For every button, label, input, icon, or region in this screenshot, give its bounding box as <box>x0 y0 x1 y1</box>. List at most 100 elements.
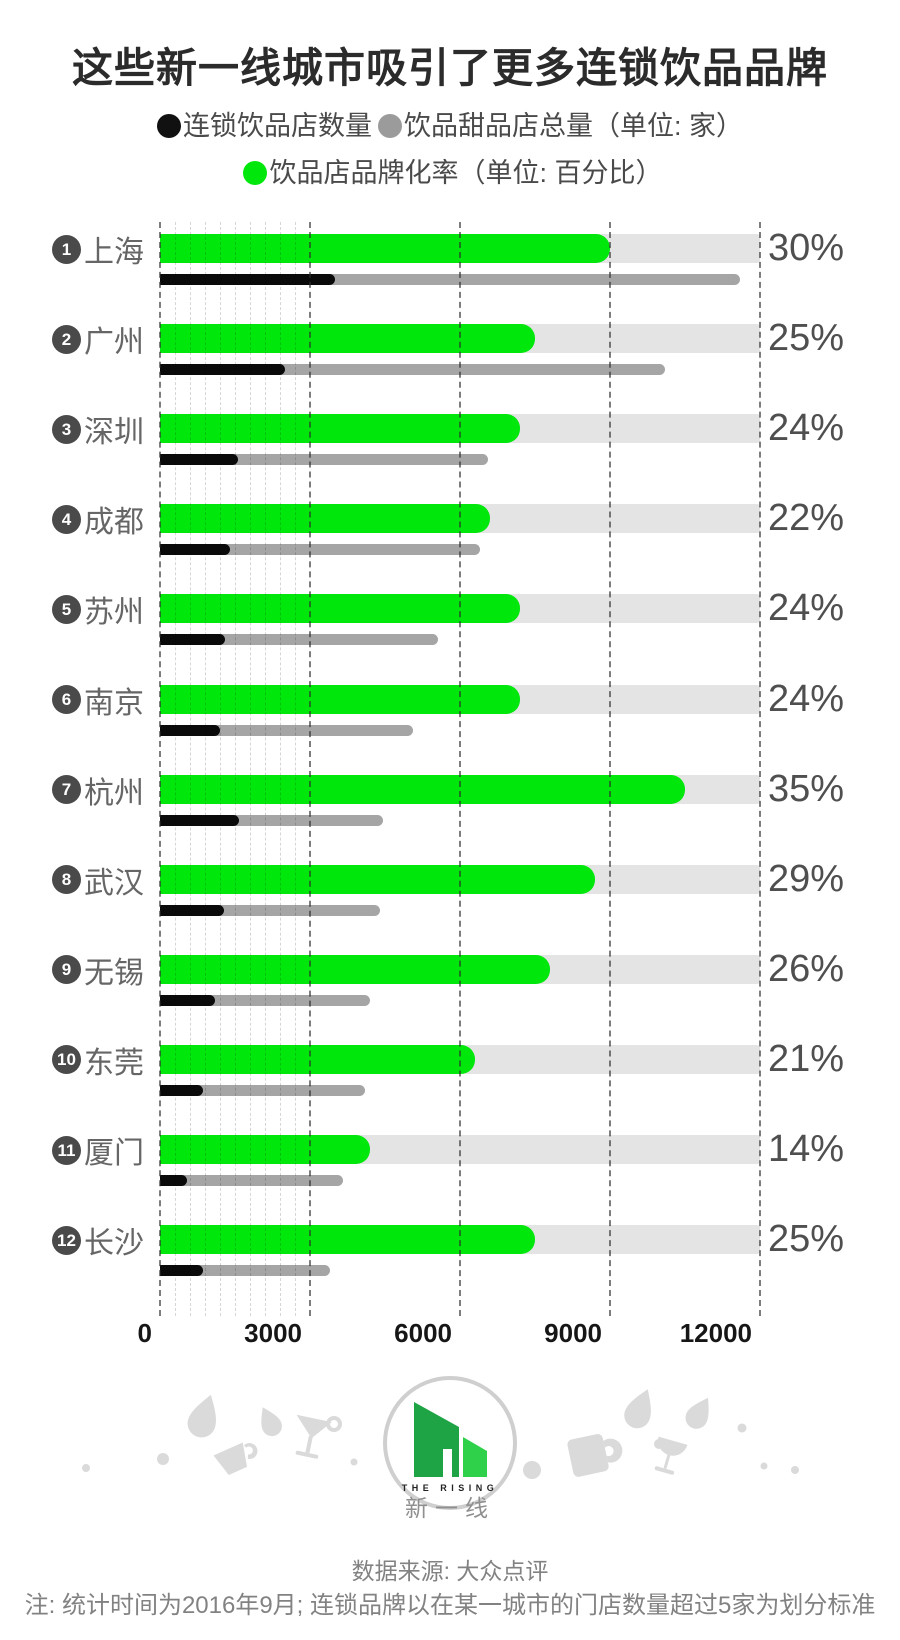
black-series-dot-icon <box>156 114 181 138</box>
data-source-text: 数据来源: 大众点评 <box>351 1558 549 1584</box>
city-label: 上海 <box>84 236 144 269</box>
brand-rate-track <box>160 774 760 804</box>
row-label: 4 成都 <box>0 499 150 539</box>
city-label: 成都 <box>84 506 144 540</box>
x-tick-label: 0 <box>137 1318 152 1348</box>
gray-series-dot-icon <box>377 114 402 138</box>
brand-rate-track <box>160 684 760 714</box>
brand-rate-value: 24% <box>768 677 845 720</box>
x-tick-label: 6000 <box>394 1318 452 1348</box>
chart-row: 7 杭州 35% <box>0 769 900 831</box>
logo-zh-text: 新一线 <box>405 1495 495 1521</box>
legend-row-2: 饮品店品牌化率（单位: 百分比） <box>0 151 900 190</box>
rank-badge: 4 <box>52 504 81 534</box>
legend-label-rate: 饮品店品牌化率（单位: 百分比） <box>269 158 663 188</box>
page-title: 这些新一线城市吸引了更多连锁饮品品牌 <box>72 45 828 91</box>
legend-row-1: 连锁饮品店数量 饮品甜品店总量（单位: 家） <box>0 104 900 143</box>
chart-row: 1 上海 30% <box>0 228 900 290</box>
rank-badge: 9 <box>52 955 81 985</box>
chart-rows: 1 上海 30% 2 广州 25% 3 深圳 24% 4 <box>0 228 900 1329</box>
legend-label-total: 饮品甜品店总量（单位: 家） <box>403 111 743 141</box>
brand-rate-bar <box>160 1044 475 1074</box>
city-label: 深圳 <box>84 416 144 450</box>
logo-light-flag-icon <box>463 1437 487 1477</box>
chain-stores-bar <box>160 814 239 826</box>
city-label: 东莞 <box>84 1046 144 1080</box>
chain-stores-bar <box>160 1084 203 1096</box>
row-label: 1 上海 <box>0 229 150 269</box>
rank-badge: 5 <box>52 594 81 624</box>
brand-rate-track <box>160 234 760 263</box>
row-label: 2 广州 <box>0 319 150 359</box>
row-label: 7 杭州 <box>0 770 150 810</box>
chart-row: 11 厦门 14% <box>0 1129 900 1191</box>
brand-rate-track <box>160 954 760 984</box>
brand-rate-bar <box>160 324 535 354</box>
brand-rate-value: 21% <box>768 1037 845 1080</box>
brand-rate-track <box>160 504 760 534</box>
total-stores-bar <box>160 814 383 826</box>
brand-rate-track <box>160 1135 760 1164</box>
row-label: 9 无锡 <box>0 950 150 990</box>
chain-stores-bar <box>160 904 224 916</box>
logo-and-decorations: THE RISING 新一线 <box>82 1376 799 1521</box>
x-tick-label: 9000 <box>544 1318 602 1348</box>
brand-rate-value: 26% <box>768 947 845 990</box>
brand-rate-track <box>160 864 760 894</box>
brand-rate-value: 24% <box>768 407 845 450</box>
chain-stores-bar <box>160 1175 187 1186</box>
chart-row: 8 武汉 29% <box>0 859 900 921</box>
decorative-drinks-right-icons <box>523 1389 799 1479</box>
row-label: 8 武汉 <box>0 860 150 900</box>
total-stores-bar <box>160 1175 343 1186</box>
row-label: 11 厦门 <box>0 1130 150 1170</box>
brand-rate-track <box>160 594 760 624</box>
brand-rate-bar <box>160 864 595 894</box>
chain-stores-bar <box>160 724 220 736</box>
total-stores-bar <box>160 454 488 466</box>
brand-rate-value: 30% <box>768 227 845 269</box>
brand-rate-value: 35% <box>768 767 845 810</box>
row-label: 3 深圳 <box>0 409 150 449</box>
chain-stores-bar <box>160 994 215 1006</box>
city-label: 长沙 <box>84 1227 144 1261</box>
x-tick-label: 12000 <box>679 1318 752 1348</box>
total-stores-bar <box>160 634 438 646</box>
chart-row: 12 长沙 25% <box>0 1219 900 1281</box>
brand-rate-bar <box>160 1135 370 1164</box>
logo-notch <box>443 1449 452 1477</box>
rank-badge: 3 <box>52 414 81 444</box>
brand-rate-bar <box>160 414 520 444</box>
brand-rate-value: 25% <box>768 317 845 360</box>
total-stores-bar <box>160 1084 365 1096</box>
chart-row: 6 南京 24% <box>0 679 900 741</box>
brand-rate-value: 14% <box>768 1128 845 1170</box>
brand-rate-bar <box>160 234 610 263</box>
brand-rate-bar <box>160 504 490 534</box>
row-label: 12 长沙 <box>0 1220 150 1260</box>
brand-rate-track <box>160 414 760 444</box>
chain-stores-bar <box>160 544 230 556</box>
logo-en-text: THE RISING <box>402 1483 499 1493</box>
rank-badge: 10 <box>52 1045 81 1075</box>
chart-row: 2 广州 25% <box>0 318 900 380</box>
city-label: 无锡 <box>84 956 144 990</box>
rank-badge: 1 <box>52 234 81 264</box>
logo-area: THE RISING 新一线 <box>0 1358 900 1533</box>
city-label: 广州 <box>84 326 144 360</box>
brand-rate-bar <box>160 594 520 624</box>
chain-stores-bar <box>160 454 238 466</box>
rank-badge: 7 <box>52 775 81 805</box>
city-label: 南京 <box>84 686 144 720</box>
brand-rate-track <box>160 1044 760 1074</box>
row-label: 10 东莞 <box>0 1040 150 1080</box>
row-label: 6 南京 <box>0 680 150 720</box>
chain-stores-bar <box>160 364 285 376</box>
x-axis: 0 3000 6000 9000 12000 <box>0 1318 900 1354</box>
chain-stores-bar <box>160 1265 203 1277</box>
x-tick-label: 3000 <box>244 1318 302 1348</box>
chart-row: 5 苏州 24% <box>0 588 900 650</box>
rank-badge: 12 <box>52 1225 81 1255</box>
footnote-text: 注: 统计时间为2016年9月; 连锁品牌以在某一城市的门店数量超过5家为划分标… <box>24 1592 876 1619</box>
green-series-dot-icon <box>243 161 268 185</box>
